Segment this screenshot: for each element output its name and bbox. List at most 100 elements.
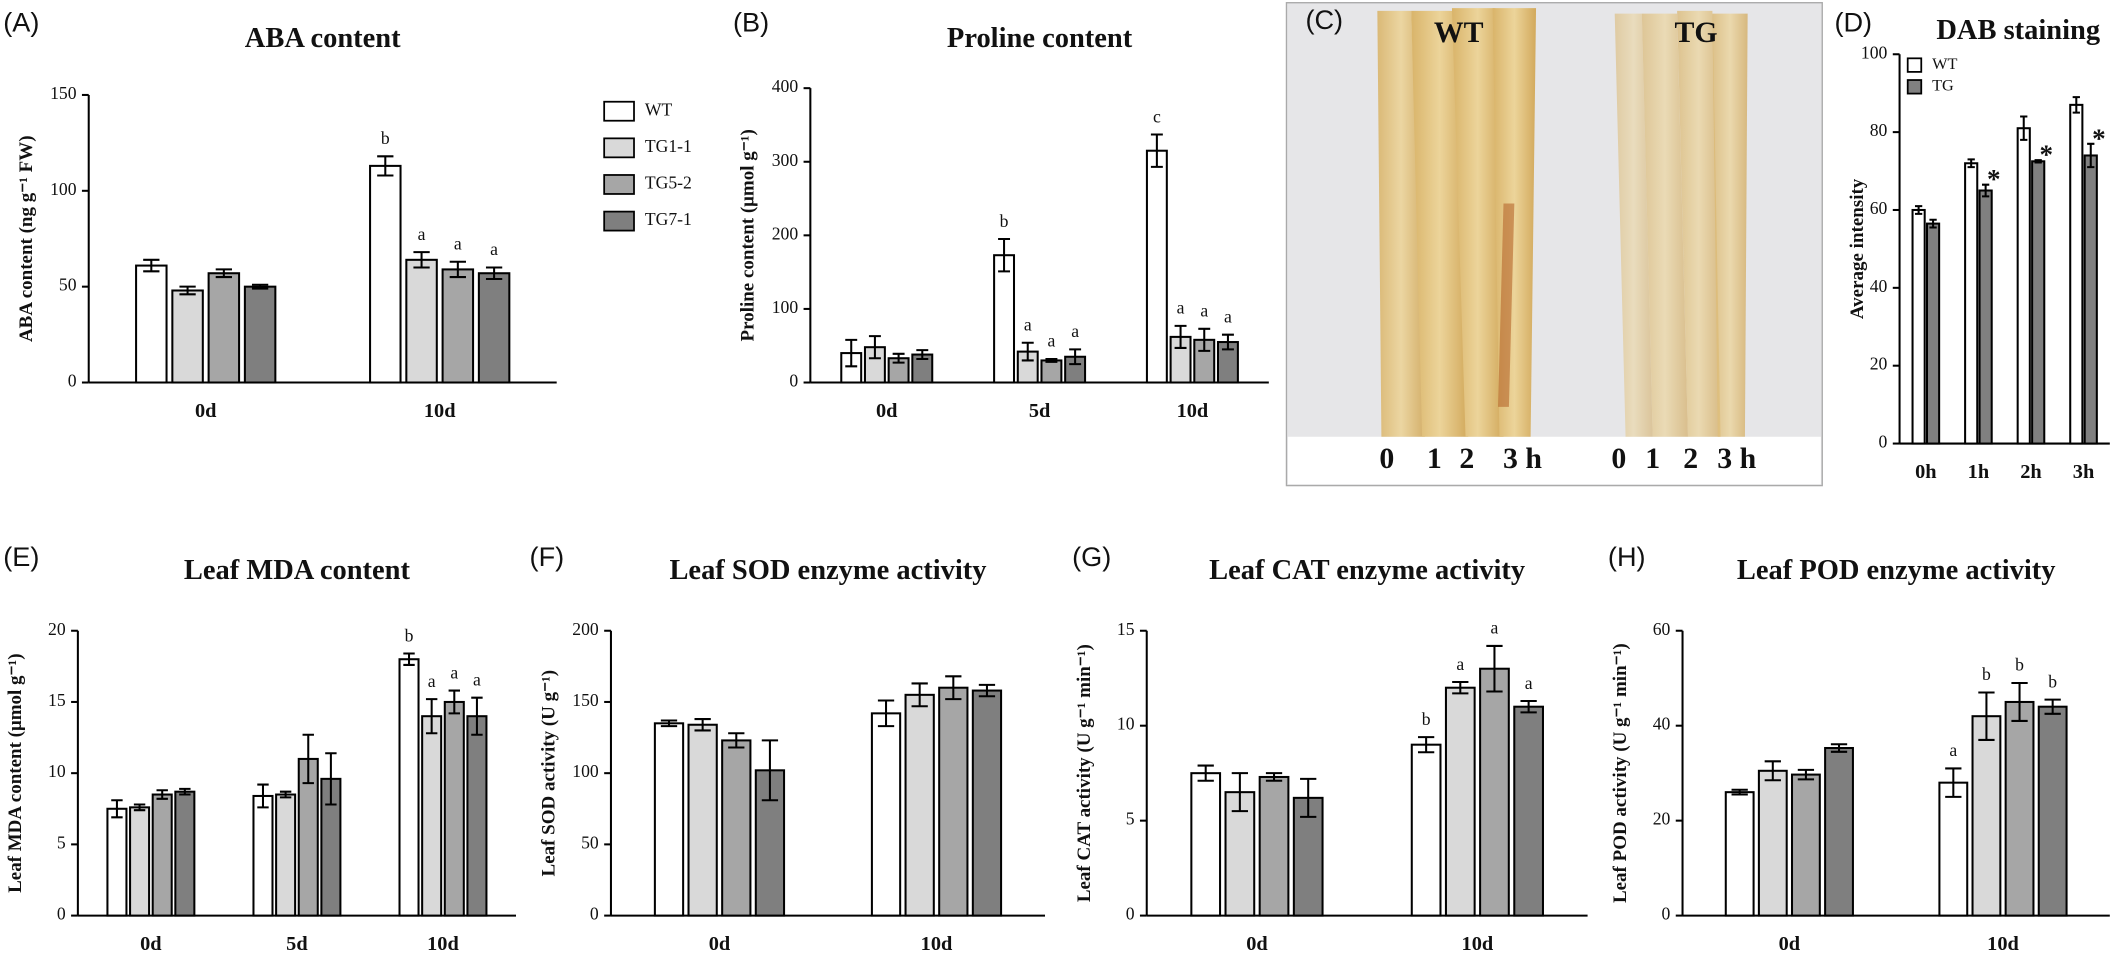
bar — [1479, 667, 1510, 917]
bar — [938, 686, 969, 917]
y-tick-label: 150 — [572, 690, 599, 710]
annotation: b — [1000, 211, 1009, 231]
y-tick-label: 0 — [68, 371, 77, 391]
error-bar — [1967, 158, 1975, 169]
y-tick-label: 20 — [48, 619, 66, 639]
y-tick-label: 40 — [1653, 714, 1671, 734]
x-tick-label: 0d — [1779, 933, 1801, 955]
error-bar — [1520, 699, 1537, 714]
x-tick-label: 1h — [1968, 461, 1989, 483]
leaf-strip — [1451, 8, 1504, 437]
bar — [398, 658, 420, 917]
bar — [129, 806, 151, 917]
x-tick-label: 0d — [140, 933, 162, 955]
error-bar — [761, 739, 779, 802]
legend-swatch — [603, 174, 635, 195]
y-tick-label: 10 — [1117, 714, 1135, 734]
error-bar — [448, 689, 461, 715]
bar — [151, 793, 173, 917]
y-axis-label: Leaf CAT activity (U g⁻¹ min⁻¹) — [1074, 644, 1095, 902]
annotation: a — [418, 224, 426, 244]
bar — [466, 715, 488, 917]
leaf-stain — [1498, 203, 1515, 407]
y-tick-label: 0 — [1662, 904, 1671, 924]
x-tick-label: 10d — [1462, 933, 1494, 955]
error-bar — [1300, 777, 1317, 818]
x-tick-label: 0h — [1915, 461, 1936, 483]
annotation: b — [2048, 671, 2057, 691]
bar — [993, 254, 1016, 384]
photo-time-label: 3 h — [1717, 442, 1756, 475]
annotation: a — [1224, 306, 1232, 326]
annotation: a — [1456, 654, 1464, 674]
bar — [1190, 772, 1222, 917]
annotation: a — [1525, 673, 1533, 693]
panel-label: (H) — [1608, 541, 1646, 572]
legend-swatch — [1906, 79, 1923, 95]
leaf-strip — [1641, 13, 1688, 437]
y-tick-label: 50 — [581, 832, 599, 852]
photo-time-label: 2 — [1459, 442, 1474, 475]
error-bar — [916, 349, 929, 360]
x-tick-label: 2h — [2020, 461, 2041, 483]
x-tick-label: 0d — [876, 400, 898, 422]
panel-label: (G) — [1072, 541, 1111, 572]
error-bar — [1929, 218, 1937, 229]
annotation: a — [1048, 331, 1056, 351]
photo-time-label: 2 — [1683, 442, 1698, 475]
y-tick-label: 0 — [1879, 432, 1888, 452]
bar — [2069, 103, 2084, 445]
photo-time-label: 0 — [1611, 442, 1626, 475]
error-bar — [156, 789, 168, 800]
x-tick-label: 5d — [1029, 400, 1051, 422]
y-tick-label: 100 — [772, 297, 799, 317]
annotation: a — [473, 669, 481, 689]
error-bar — [1045, 357, 1058, 363]
annotation: a — [428, 671, 436, 691]
photo-time-label: 3 h — [1503, 442, 1542, 475]
bar — [2083, 154, 2098, 445]
legend-swatch — [1906, 57, 1923, 73]
chart-title: ABA content — [245, 23, 401, 54]
chart-title: Leaf CAT enzyme activity — [1209, 555, 1525, 586]
error-bar — [449, 260, 466, 279]
y-tick-label: 60 — [1653, 619, 1671, 639]
error-bar — [1174, 324, 1187, 349]
error-bar — [694, 718, 711, 732]
bar — [1040, 359, 1063, 384]
error-bar — [377, 155, 394, 177]
x-tick-label: 10d — [427, 933, 459, 955]
x-tick-label: 0d — [195, 400, 217, 422]
bar — [721, 739, 752, 917]
bar — [1513, 705, 1544, 917]
bar — [1757, 769, 1788, 917]
y-tick-label: 5 — [57, 832, 66, 852]
annotation: b — [2015, 655, 2024, 675]
error-bar — [1945, 767, 1962, 798]
bar — [477, 272, 511, 384]
legend-label: WT — [1932, 55, 1957, 73]
y-tick-label: 300 — [772, 150, 799, 170]
error-bar — [2044, 698, 2061, 715]
bar — [171, 289, 204, 384]
y-axis-label: Average intensity — [1847, 178, 1868, 319]
error-bar — [251, 283, 269, 290]
leaf-strip — [1677, 10, 1721, 437]
x-tick-label: 3h — [2073, 461, 2094, 483]
error-bar — [1021, 341, 1034, 362]
annotation: * — [2040, 140, 2054, 170]
bar — [1938, 781, 1969, 917]
bar — [1145, 149, 1168, 384]
x-tick-label: 10d — [921, 933, 953, 955]
error-bar — [1231, 772, 1249, 813]
bar — [1978, 189, 1993, 445]
y-axis-label: Leaf MDA content (μmol g⁻¹) — [5, 653, 26, 892]
error-bar — [1069, 348, 1082, 366]
error-bar — [1221, 333, 1234, 351]
y-tick-label: 400 — [772, 76, 799, 96]
error-bar — [892, 352, 905, 364]
annotation: a — [1177, 298, 1185, 318]
y-axis-label: Proline content (μmol g⁻¹) — [738, 129, 759, 341]
panel-label: (C) — [1305, 4, 1343, 35]
error-bar — [425, 698, 438, 735]
